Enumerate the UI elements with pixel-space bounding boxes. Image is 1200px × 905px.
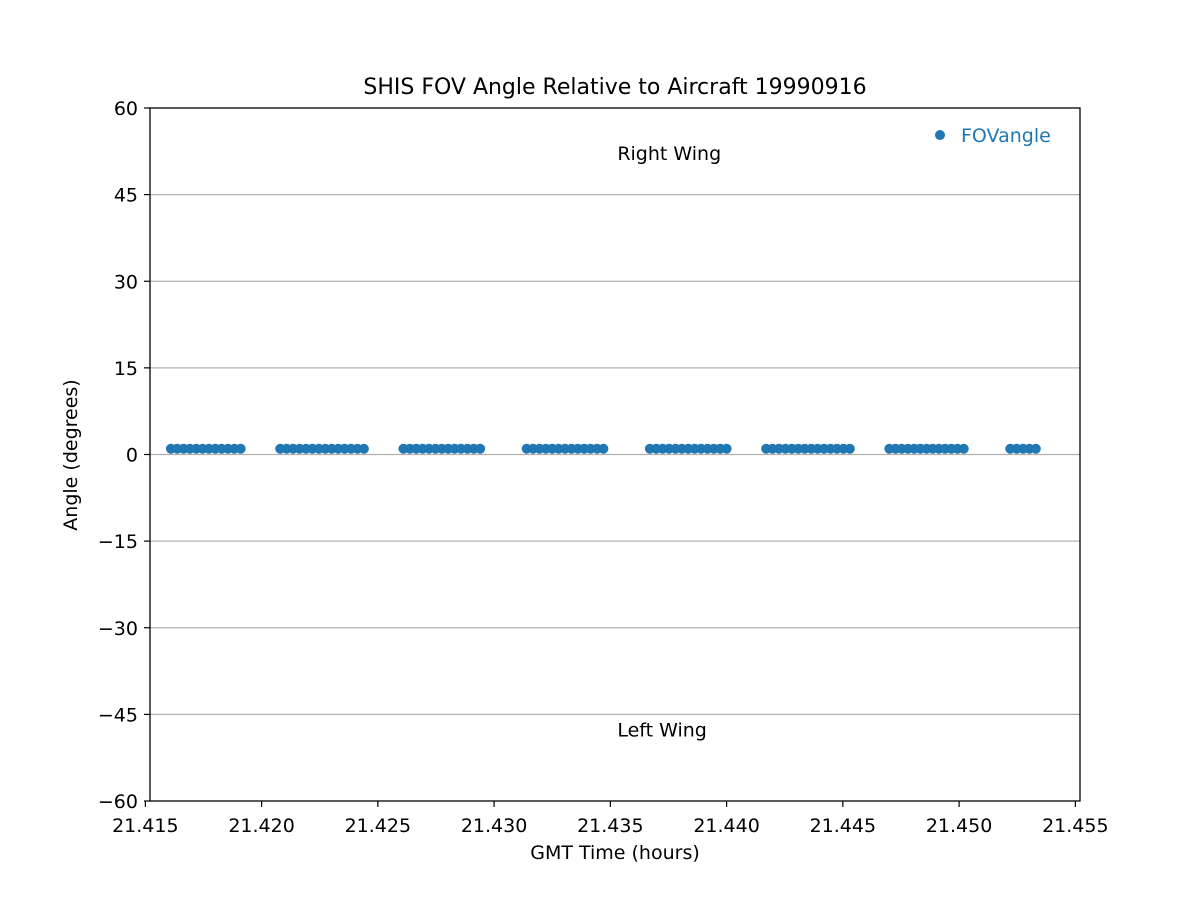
grid-layer — [150, 193, 1080, 716]
y-tick-label: 0 — [126, 445, 138, 467]
data-point — [235, 443, 246, 454]
legend: FOVangle — [935, 125, 1051, 147]
y-tick-label: −45 — [98, 704, 138, 726]
y-tick-label: 45 — [114, 185, 138, 207]
x-tick-label: 21.455 — [1042, 815, 1108, 837]
x-tick-label: 21.435 — [577, 815, 643, 837]
chart-title: SHIS FOV Angle Relative to Aircraft 1999… — [363, 75, 866, 100]
data-point — [1030, 443, 1041, 454]
legend-marker — [935, 130, 945, 140]
data-point — [598, 443, 609, 454]
x-tick-label: 21.425 — [345, 815, 411, 837]
legend-label-fovangle: FOVangle — [961, 125, 1051, 147]
x-tick-label: 21.450 — [926, 815, 992, 837]
x-tick-label: 21.440 — [693, 815, 759, 837]
y-tick-label: −60 — [98, 791, 138, 813]
data-point — [958, 443, 969, 454]
x-tick-label: 21.415 — [112, 815, 178, 837]
y-tick-label: −30 — [98, 618, 138, 640]
annotation-label: Right Wing — [617, 143, 721, 165]
annotation-layer: Right Wing Left Wing — [617, 143, 721, 741]
x-tick-label: 21.420 — [228, 815, 294, 837]
y-tick-label: 60 — [114, 98, 138, 120]
data-point — [721, 443, 732, 454]
data-point — [844, 443, 855, 454]
y-tick-label: −15 — [98, 531, 138, 553]
x-tick-label: 21.430 — [461, 815, 527, 837]
y-tick-label: 15 — [114, 358, 138, 380]
points-layer — [165, 443, 1041, 454]
data-point — [358, 443, 369, 454]
annotation-label: Left Wing — [617, 719, 707, 741]
x-tick-label: 21.445 — [810, 815, 876, 837]
y-axis-label: Angle (degrees) — [60, 379, 82, 530]
data-point — [475, 443, 486, 454]
y-tick-label: 30 — [114, 271, 138, 293]
x-axis-label: GMT Time (hours) — [530, 842, 700, 864]
